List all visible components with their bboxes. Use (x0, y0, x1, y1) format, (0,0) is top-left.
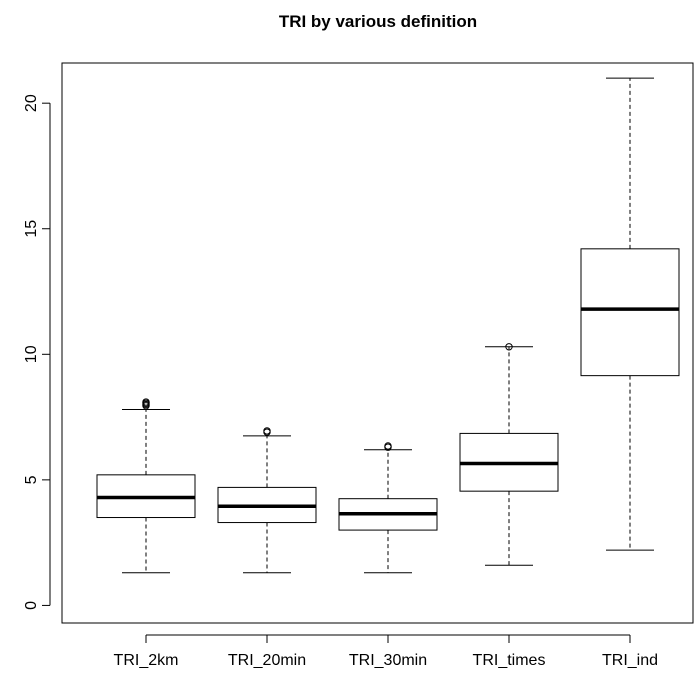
boxes-group (96, 77, 680, 574)
y-tick-label: 20 (23, 94, 40, 112)
y-tick-label: 5 (23, 475, 40, 484)
chart-title: TRI by various definition (279, 12, 477, 31)
y-tick-label: 10 (23, 345, 40, 363)
outlier-point (384, 442, 392, 450)
box-TRI_20min (217, 427, 317, 574)
iqr-box (580, 248, 680, 377)
box-TRI_2km (96, 398, 196, 574)
outlier-point (263, 427, 271, 435)
y-tick-label: 15 (23, 220, 40, 238)
box-TRI_times (459, 343, 559, 566)
box-TRI_ind (580, 77, 680, 551)
x-tick-label: TRI_2km (114, 652, 179, 669)
plot-frame (61, 62, 694, 624)
outlier-point (505, 343, 513, 351)
x-tick-label: TRI_times (473, 652, 546, 669)
y-tick-label: 0 (23, 601, 40, 610)
box-TRI_30min (338, 442, 438, 574)
outlier-point (142, 398, 150, 406)
y-axis: 0 5 10 15 20 (23, 94, 51, 610)
x-axis: TRI_2km TRI_20min TRI_30min TRI_times TRI_in… (114, 634, 658, 669)
x-tick-label: TRI_20min (228, 652, 306, 669)
x-tick-label: TRI_30min (349, 652, 427, 669)
x-tick-label: TRI_ind (602, 652, 658, 669)
